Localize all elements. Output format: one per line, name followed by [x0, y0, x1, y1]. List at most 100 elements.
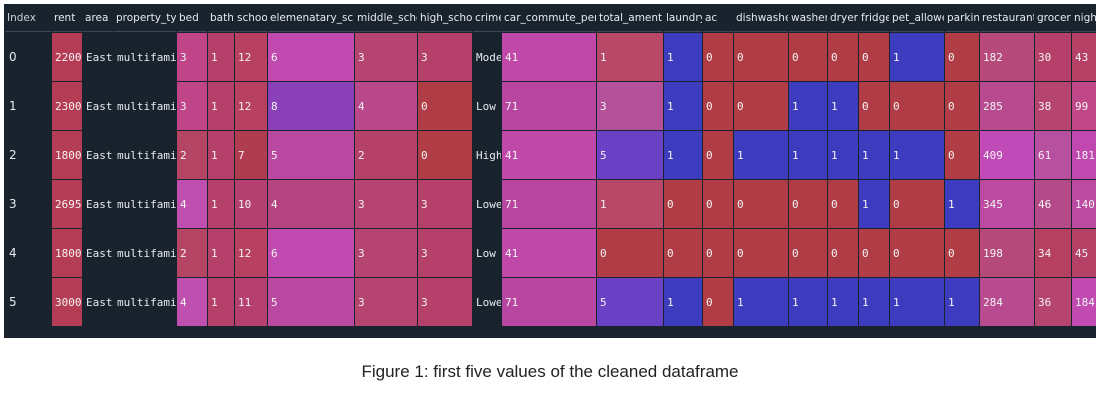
table-cell[interactable]: 0 [890, 82, 944, 130]
column-header-car-commute-percent[interactable]: car_commute_percent [502, 5, 596, 32]
table-cell[interactable]: 1 [208, 82, 234, 130]
column-header-dryer[interactable]: dryer [828, 5, 858, 32]
column-header-school[interactable]: school [235, 5, 267, 32]
table-cell[interactable]: 46 [1035, 180, 1071, 228]
table-cell[interactable]: 0 [828, 180, 858, 228]
table-cell[interactable]: 1 [890, 33, 944, 81]
table-cell[interactable]: 0 [945, 131, 979, 179]
table-cell[interactable]: 3 [355, 180, 417, 228]
table-cell[interactable]: 1 [734, 131, 788, 179]
column-header-property-type[interactable]: property_type [114, 5, 176, 32]
table-cell[interactable]: 1 [789, 131, 827, 179]
table-cell[interactable]: Lowe… [473, 180, 501, 228]
table-cell[interactable]: 3 [177, 82, 207, 130]
table-cell[interactable]: 1 [859, 180, 889, 228]
table-cell[interactable]: East… [83, 33, 113, 81]
table-cell[interactable]: 0 [828, 229, 858, 277]
table-cell[interactable]: 6 [268, 229, 354, 277]
row-index-cell[interactable]: 0 [5, 33, 51, 81]
table-cell[interactable]: 1 [890, 131, 944, 179]
table-cell[interactable]: 1800 [52, 229, 82, 277]
table-cell[interactable]: 0 [734, 33, 788, 81]
column-header-grocery[interactable]: grocery [1035, 5, 1071, 32]
table-cell[interactable]: 1 [859, 131, 889, 179]
table-cell[interactable]: 12 [235, 82, 267, 130]
table-cell[interactable]: 1 [597, 180, 663, 228]
table-cell[interactable]: 1 [208, 229, 234, 277]
table-cell[interactable]: multifamily [114, 82, 176, 130]
table-cell[interactable]: 0 [789, 180, 827, 228]
table-cell[interactable]: 1 [664, 131, 702, 179]
table-cell[interactable]: 140 [1072, 180, 1096, 228]
table-cell[interactable]: 0 [597, 229, 663, 277]
table-cell[interactable]: 12 [235, 33, 267, 81]
table-cell[interactable]: 0 [789, 229, 827, 277]
table-cell[interactable]: 0 [664, 229, 702, 277]
row-index-cell[interactable]: 5 [5, 278, 51, 326]
column-header-high-school[interactable]: high_school [418, 5, 472, 32]
table-cell[interactable]: 0 [703, 33, 733, 81]
table-cell[interactable]: 36 [1035, 278, 1071, 326]
column-header-elemenatary-school[interactable]: elemenatary_school [268, 5, 354, 32]
table-cell[interactable]: Low [473, 229, 501, 277]
table-cell[interactable]: 43 [1072, 33, 1096, 81]
table-cell[interactable]: 34 [1035, 229, 1071, 277]
table-cell[interactable]: 38 [1035, 82, 1071, 130]
table-cell[interactable]: 198 [980, 229, 1034, 277]
table-cell[interactable]: 2 [177, 131, 207, 179]
table-cell[interactable]: 0 [890, 180, 944, 228]
table-cell[interactable]: 5 [597, 131, 663, 179]
table-cell[interactable]: 1 [859, 278, 889, 326]
table-cell[interactable]: 0 [703, 131, 733, 179]
table-cell[interactable]: multifamily [114, 33, 176, 81]
table-cell[interactable]: 99 [1072, 82, 1096, 130]
table-cell[interactable]: 0 [418, 131, 472, 179]
table-cell[interactable]: 2695 [52, 180, 82, 228]
table-cell[interactable]: 6 [268, 33, 354, 81]
table-cell[interactable]: 3 [418, 229, 472, 277]
table-cell[interactable]: 7 [235, 131, 267, 179]
table-cell[interactable]: 0 [859, 82, 889, 130]
table-cell[interactable]: multifamily [114, 131, 176, 179]
table-cell[interactable]: East… [83, 131, 113, 179]
table-cell[interactable]: Lowe… [473, 278, 501, 326]
table-cell[interactable]: 4 [177, 180, 207, 228]
table-cell[interactable]: 1 [890, 278, 944, 326]
column-header-laundry[interactable]: laundry [664, 5, 702, 32]
table-cell[interactable]: 71 [502, 82, 596, 130]
table-cell[interactable]: 1 [945, 278, 979, 326]
table-cell[interactable]: 0 [945, 33, 979, 81]
table-cell[interactable]: multifamily [114, 180, 176, 228]
table-cell[interactable]: 1 [789, 82, 827, 130]
table-cell[interactable]: 1 [208, 180, 234, 228]
column-header-total-amenties[interactable]: total_amenties [597, 5, 663, 32]
table-cell[interactable]: 11 [235, 278, 267, 326]
row-index-cell[interactable]: 4 [5, 229, 51, 277]
table-cell[interactable]: 10 [235, 180, 267, 228]
table-cell[interactable]: 1 [734, 278, 788, 326]
table-cell[interactable]: 1 [664, 33, 702, 81]
table-cell[interactable]: 41 [502, 229, 596, 277]
table-cell[interactable]: 4 [177, 278, 207, 326]
table-cell[interactable]: 41 [502, 33, 596, 81]
table-cell[interactable]: 1 [789, 278, 827, 326]
table-cell[interactable]: 181 [1072, 131, 1096, 179]
table-cell[interactable]: 1 [828, 278, 858, 326]
table-cell[interactable]: 0 [945, 229, 979, 277]
table-cell[interactable]: 1 [828, 82, 858, 130]
table-cell[interactable]: 0 [418, 82, 472, 130]
table-cell[interactable]: 0 [664, 180, 702, 228]
table-cell[interactable]: 12 [235, 229, 267, 277]
row-index-cell[interactable]: 3 [5, 180, 51, 228]
table-cell[interactable]: Mode… [473, 33, 501, 81]
index-column-header[interactable]: Index [5, 5, 51, 32]
table-cell[interactable]: 0 [703, 278, 733, 326]
column-header-ac[interactable]: ac [703, 5, 733, 32]
table-cell[interactable]: 61 [1035, 131, 1071, 179]
table-cell[interactable]: 0 [703, 180, 733, 228]
table-cell[interactable]: 0 [945, 82, 979, 130]
table-cell[interactable]: 0 [859, 229, 889, 277]
column-header-rent[interactable]: rent [52, 5, 82, 32]
table-cell[interactable]: 71 [502, 180, 596, 228]
table-cell[interactable]: 3 [597, 82, 663, 130]
